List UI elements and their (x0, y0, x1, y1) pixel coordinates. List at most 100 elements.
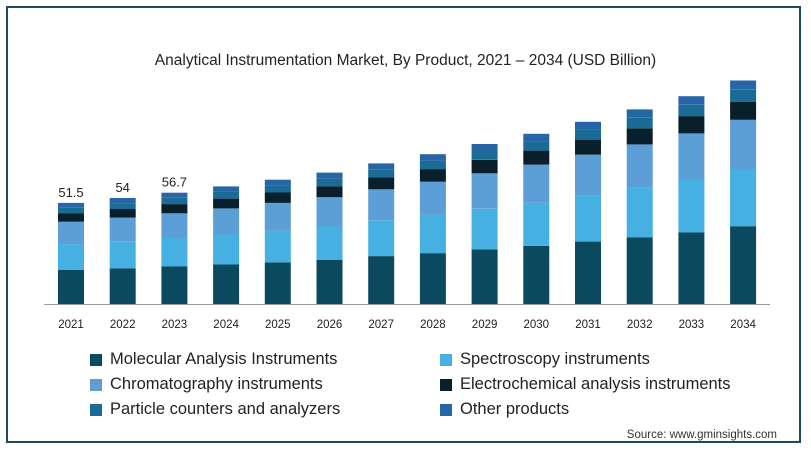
bar-segment-2025-s2 (264, 202, 291, 231)
bar-segment-2022-s2 (109, 217, 136, 242)
legend-label: Other products (460, 400, 570, 418)
bar-segment-2023-s5 (161, 192, 188, 198)
bar-segment-2025-s0 (264, 262, 291, 304)
bar-segment-2028-s4 (419, 160, 446, 170)
bar-segment-2025-s3 (264, 192, 291, 203)
legend-swatch (440, 353, 452, 366)
legend-label: Electrochemical analysis instruments (460, 375, 731, 393)
bar-segment-2024-s0 (213, 264, 240, 304)
bar-segment-2031-s4 (575, 129, 601, 140)
bar-segment-2021-s0 (58, 270, 84, 304)
bar-segment-2027-s2 (368, 189, 395, 221)
bar-segment-2028-s5 (419, 154, 446, 161)
legend-item: Molecular Analysis Instruments (90, 350, 337, 369)
bar-segment-2025-s4 (264, 185, 291, 193)
bar-segment-2033-s4 (678, 104, 705, 117)
chart-frame (6, 6, 801, 443)
legend-label: Particle counters and analyzers (110, 400, 341, 418)
bar-segment-2023-s0 (161, 266, 188, 304)
bar-segment-2030-s2 (523, 164, 550, 203)
data-label: 56.7 (162, 175, 187, 190)
bar-segment-2029-s0 (471, 249, 498, 304)
bar-segment-2023-s2 (161, 213, 188, 238)
bar-segment-2027-s0 (368, 256, 395, 304)
bar-segment-2026-s0 (316, 260, 343, 304)
bar-segment-2034-s4 (730, 89, 757, 102)
x-tick-label: 2030 (524, 319, 550, 331)
bar-segment-2034-s0 (730, 226, 757, 304)
bar-segment-2021-s4 (58, 207, 84, 214)
bar-segment-2031-s5 (575, 121, 601, 130)
x-tick-label: 2026 (317, 319, 343, 331)
legend-label: Molecular Analysis Instruments (110, 350, 338, 368)
bar-segment-2029-s5 (471, 144, 498, 152)
bar-segment-2029-s1 (471, 208, 498, 250)
bar-segment-2031-s2 (575, 154, 601, 196)
bar-segment-2021-s2 (58, 221, 84, 245)
bar-segment-2027-s5 (368, 163, 395, 170)
x-tick-label: 2025 (265, 319, 291, 331)
bar-segment-2029-s2 (471, 173, 498, 209)
legend-label: Chromatography instruments (110, 375, 323, 393)
bar-segment-2028-s2 (419, 181, 446, 215)
bar-segment-2027-s4 (368, 169, 395, 178)
bar-segment-2033-s2 (678, 133, 705, 180)
bar-segment-2030-s4 (523, 141, 550, 151)
bar-segment-2031-s0 (575, 241, 601, 304)
bar-segment-2023-s3 (161, 204, 188, 214)
bar-segment-2022-s5 (109, 198, 136, 204)
legend-swatch (90, 353, 102, 366)
bar-segment-2023-s4 (161, 197, 188, 205)
bar-segment-2022-s4 (109, 203, 136, 209)
bar-segment-2032-s3 (626, 128, 653, 145)
bar-segment-2029-s3 (471, 159, 498, 174)
bar-segment-2025-s1 (264, 230, 291, 263)
legend-swatch (440, 378, 452, 391)
legend-item: Electrochemical analysis instruments (440, 375, 731, 394)
bar-segment-2026-s3 (316, 186, 343, 198)
bar-segment-2021-s5 (58, 202, 84, 208)
x-tick-label: 2022 (110, 319, 136, 331)
bar-segment-2034-s1 (730, 169, 757, 227)
legend-item: Particle counters and analyzers (90, 400, 340, 419)
bar-segment-2026-s1 (316, 226, 343, 260)
bar-segment-2029-s4 (471, 151, 498, 160)
bar-segment-2026-s2 (316, 197, 343, 227)
bar-segment-2022-s0 (109, 268, 136, 304)
bar-segment-2034-s3 (730, 101, 757, 120)
bar-segment-2031-s1 (575, 195, 601, 242)
bar-segment-2034-s5 (730, 80, 757, 90)
x-tick-label: 2033 (679, 319, 705, 331)
bar-segment-2024-s1 (213, 234, 240, 265)
bar-segment-2032-s1 (626, 187, 653, 238)
bar-segment-2021-s1 (58, 244, 84, 270)
bar-segment-2028-s1 (419, 214, 446, 254)
x-tick-label: 2029 (472, 319, 498, 331)
bar-segment-2027-s3 (368, 177, 395, 190)
legend-swatch (440, 403, 452, 416)
legend-item: Spectroscopy instruments (440, 350, 650, 369)
data-label: 54 (115, 180, 129, 195)
bar-segment-2024-s3 (213, 198, 240, 209)
bar-segment-2030-s3 (523, 150, 550, 165)
bar-segment-2032-s4 (626, 117, 653, 129)
bar-segment-2028-s3 (419, 169, 446, 182)
bar-segment-2022-s1 (109, 241, 136, 269)
x-tick-label: 2032 (627, 319, 653, 331)
bar-segment-2026-s4 (316, 178, 343, 187)
bar-segment-2033-s3 (678, 116, 705, 134)
bar-segment-2030-s0 (523, 245, 550, 304)
bar-segment-2032-s2 (626, 144, 653, 188)
legend-item: Chromatography instruments (90, 375, 323, 394)
bar-segment-2024-s5 (213, 186, 240, 192)
source-note: Source: www.gminsights.com (626, 429, 777, 441)
bar-segment-2031-s3 (575, 139, 601, 155)
bar-segment-2032-s5 (626, 109, 653, 118)
bar-segment-2021-s3 (58, 213, 84, 222)
legend-item: Other products (440, 400, 569, 419)
bar-segment-2033-s0 (678, 232, 705, 304)
x-tick-label: 2031 (575, 319, 601, 331)
bar-segment-2032-s0 (626, 237, 653, 304)
bar-segment-2030-s5 (523, 133, 550, 142)
